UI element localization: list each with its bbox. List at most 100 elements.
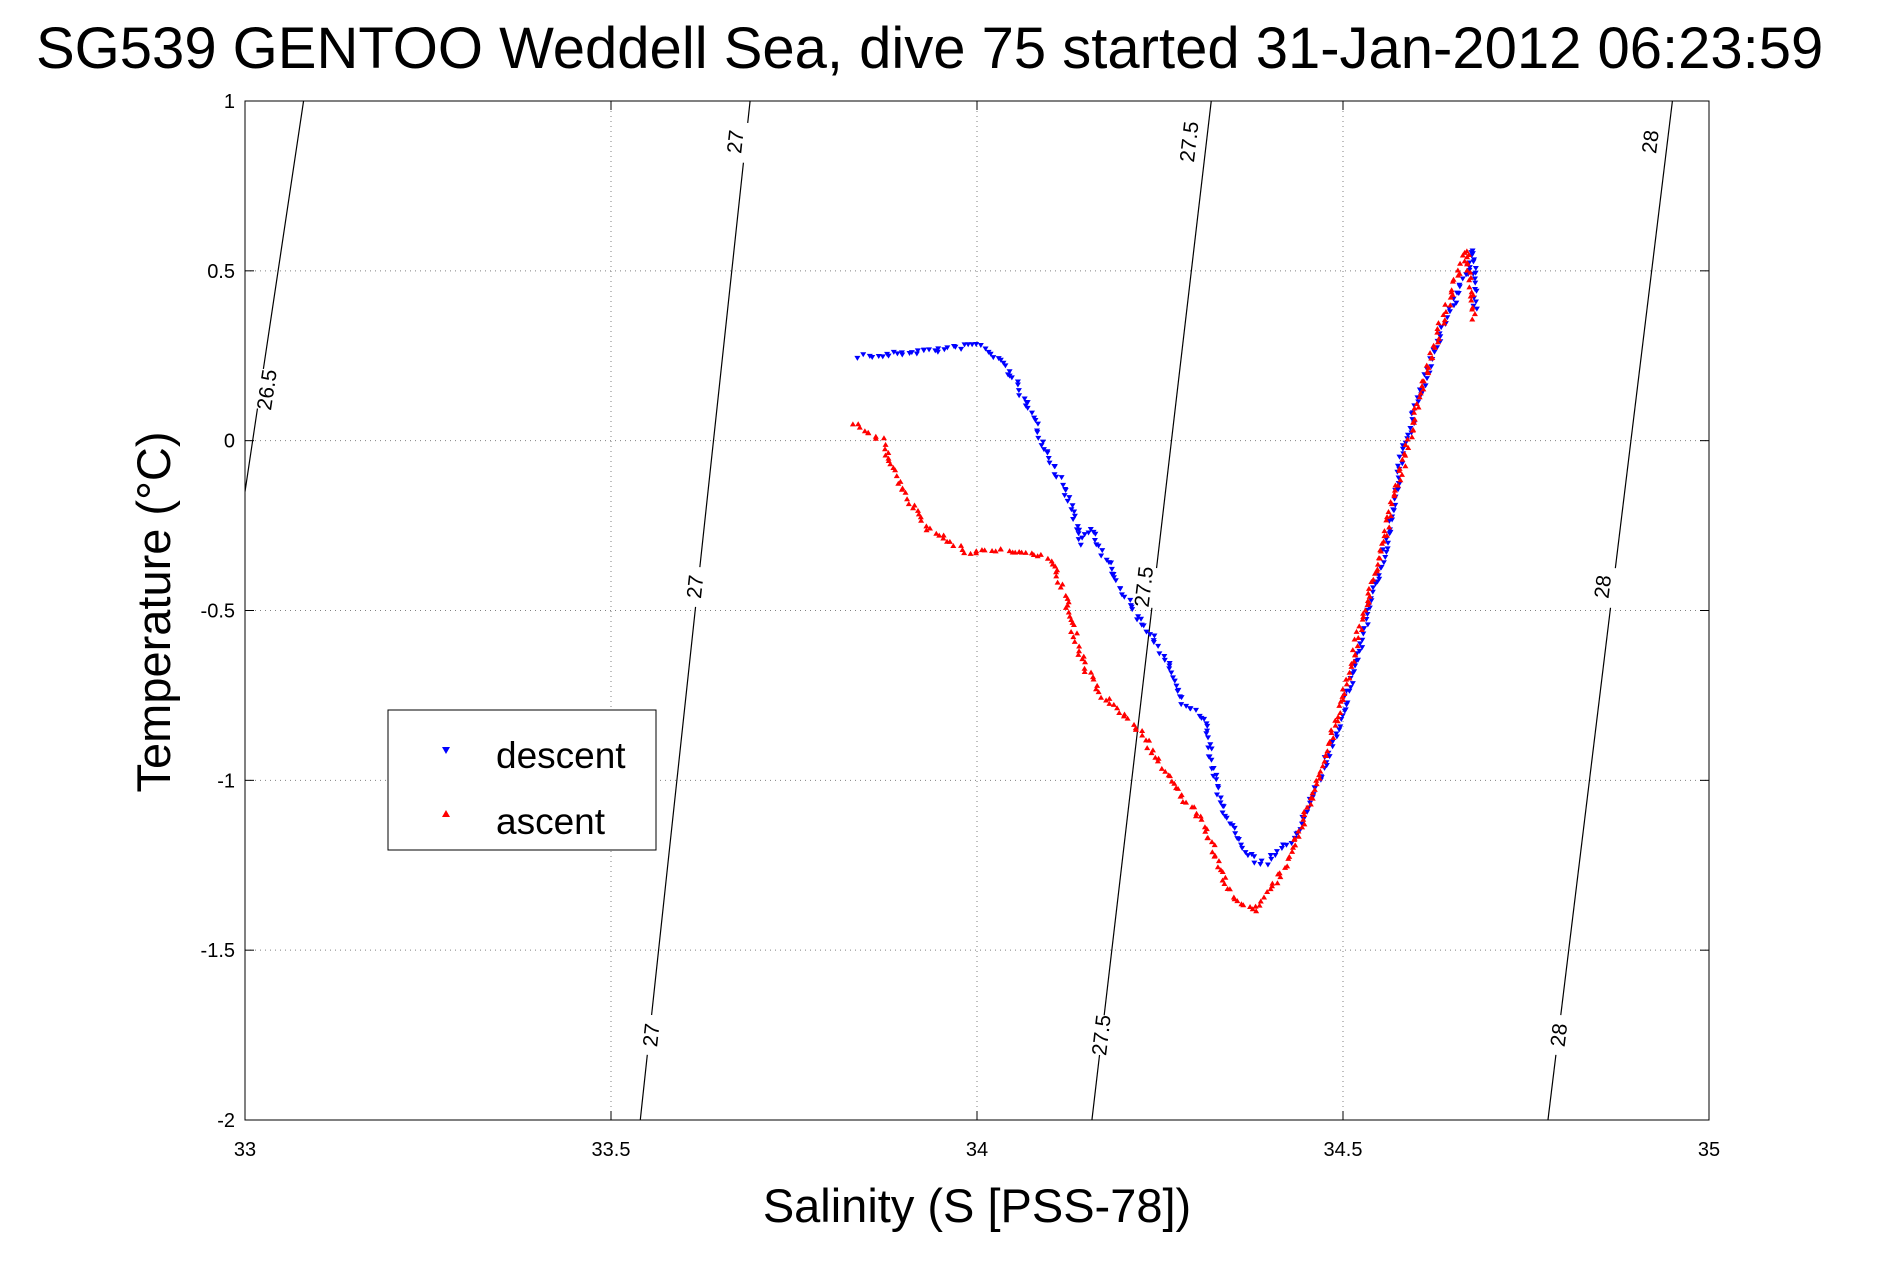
- ascent-point: [992, 548, 999, 554]
- contour-label-group: 27.5: [1086, 1014, 1117, 1057]
- descent-point: [1193, 707, 1200, 713]
- ascent-point: [1336, 702, 1343, 708]
- descent-point: [1207, 742, 1214, 748]
- descent-point: [1204, 723, 1211, 729]
- descent-point: [1394, 463, 1401, 469]
- descent-point: [854, 355, 861, 361]
- ascent-point: [936, 532, 943, 538]
- ascent-point: [1070, 622, 1077, 628]
- descent-point: [1283, 842, 1290, 848]
- descent-point: [1379, 547, 1386, 553]
- descent-point: [1396, 454, 1403, 460]
- ascent-point: [1454, 267, 1461, 273]
- descent-point: [1415, 399, 1422, 405]
- descent-point: [1347, 685, 1354, 691]
- ascent-point: [1351, 636, 1358, 642]
- descent-point: [1473, 306, 1480, 312]
- contour-label-group: 27: [636, 1013, 667, 1057]
- descent-point: [1204, 728, 1211, 734]
- contour-label-bg: [1635, 120, 1666, 164]
- y-axis-label: Temperature (°C): [127, 432, 180, 793]
- descent-point: [1357, 641, 1364, 647]
- descent-point: [1359, 637, 1366, 643]
- descent-point: [1174, 689, 1181, 695]
- descent-point: [1171, 678, 1178, 684]
- descent-point: [1298, 821, 1305, 827]
- ascent-point: [1435, 335, 1442, 341]
- descent-point: [921, 347, 928, 353]
- ascent-point: [1404, 436, 1411, 442]
- ascent-point: [865, 430, 872, 436]
- descent-point: [1076, 527, 1083, 533]
- ascent-point: [1435, 320, 1442, 326]
- descent-point: [1288, 841, 1295, 847]
- ascent-point: [1247, 904, 1254, 910]
- ascent-point: [1260, 894, 1267, 900]
- ascent-point: [1192, 813, 1199, 819]
- descent-point: [1469, 251, 1476, 257]
- descent-point: [1044, 450, 1051, 456]
- descent-point: [1264, 862, 1271, 868]
- ascent-point: [1317, 768, 1324, 774]
- ascent-point: [1018, 549, 1025, 555]
- ascent-point: [904, 496, 911, 502]
- descent-point: [1395, 487, 1402, 493]
- contour-label-bg: [1174, 120, 1205, 164]
- ascent-point: [1328, 727, 1335, 733]
- ascent-point: [1399, 471, 1406, 477]
- ascent-point: [1208, 839, 1215, 845]
- ascent-point: [1353, 628, 1360, 634]
- contour-label: 27.5: [1131, 565, 1159, 608]
- legend-ascent-marker: [442, 810, 450, 817]
- descent-point: [1472, 266, 1479, 272]
- ascent-point: [882, 452, 889, 458]
- ascent-point: [887, 461, 894, 467]
- ascent-point: [1386, 524, 1393, 530]
- ascent-point: [1110, 701, 1117, 707]
- contour-label-bg: [680, 565, 711, 609]
- descent-point: [1326, 754, 1333, 760]
- descent-point: [1169, 675, 1176, 681]
- descent-point: [1021, 396, 1028, 402]
- descent-point: [1183, 703, 1190, 709]
- descent-point: [1220, 804, 1227, 810]
- y-tick-label: -0.5: [201, 601, 235, 623]
- descent-point: [944, 345, 951, 351]
- ascent-point: [1332, 717, 1339, 723]
- ascent-point: [1332, 722, 1339, 728]
- ascent-point: [1162, 768, 1169, 774]
- ascent-point: [1416, 394, 1423, 400]
- descent-point: [1034, 430, 1041, 436]
- descent-point: [1081, 532, 1088, 538]
- descent-point: [1006, 369, 1013, 375]
- ascent-point: [1449, 292, 1456, 298]
- ascent-point: [882, 441, 889, 447]
- ascent-point: [1430, 342, 1437, 348]
- ascent-point: [1274, 880, 1281, 886]
- y-tick-label: 1: [224, 91, 235, 113]
- ascent-point: [1256, 902, 1263, 908]
- descent-point: [1424, 376, 1431, 382]
- ascent-point: [1054, 579, 1061, 585]
- ascent-point: [1424, 368, 1431, 374]
- ascent-point: [1082, 659, 1089, 665]
- ascent-point: [940, 535, 947, 541]
- ascent-point: [1226, 886, 1233, 892]
- ascent-point: [885, 455, 892, 461]
- ascent-point: [1442, 301, 1449, 307]
- descent-point: [1392, 502, 1399, 508]
- ascent-point: [1286, 853, 1293, 859]
- descent-point: [1456, 282, 1463, 288]
- legend-box: [387, 709, 657, 851]
- contour-label-bg: [636, 1013, 667, 1057]
- ascent-point: [1221, 881, 1228, 887]
- ascent-point: [1409, 434, 1416, 440]
- descent-point: [1304, 809, 1311, 815]
- contour-label-bg: [1543, 1013, 1575, 1057]
- ascent-point: [918, 517, 925, 523]
- legend-ascent-label: ascent: [496, 801, 606, 842]
- y-tick-label: 0: [224, 431, 235, 453]
- ascent-point: [1155, 755, 1162, 761]
- ascent-point: [1340, 697, 1347, 703]
- ascent-point: [1417, 390, 1424, 396]
